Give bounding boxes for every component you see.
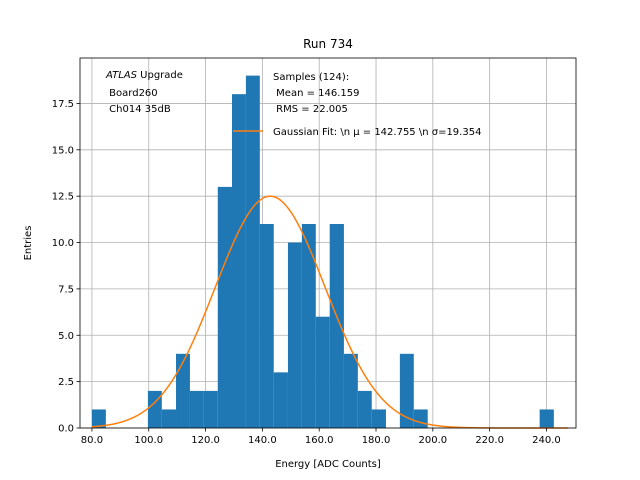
histogram-bar: [287, 242, 302, 428]
histogram-bar: [301, 223, 316, 428]
chart-title: Run 734: [303, 37, 353, 51]
legend-samples-label: Samples (124): Mean = 146.159 RMS = 22.0…: [273, 72, 360, 115]
annotation-block: ATLAS Upgrade Board260 Ch014 35dB: [105, 70, 183, 115]
y-axis-ticks: 0.0 2.5 5.0 7.5 10.0 12.5 15.0 17.5: [52, 99, 80, 435]
y-tick-label: 12.5: [52, 192, 74, 203]
y-tick-label: 2.5: [58, 377, 74, 388]
x-tick-label: 200.0: [419, 435, 448, 446]
x-tick-label: 140.0: [248, 435, 277, 446]
histogram-bar: [343, 353, 358, 428]
x-axis-label: Energy [ADC Counts]: [275, 459, 381, 470]
legend-samples-line: Mean = 146.159: [273, 88, 360, 99]
x-tick-label: 220.0: [475, 435, 504, 446]
plot-frame: [79, 57, 577, 429]
legend-fit-label: Gaussian Fit: \n μ = 142.755 \n σ=19.354: [273, 127, 481, 138]
histogram-bar: [91, 409, 106, 428]
histogram-bar: [176, 353, 190, 428]
histogram-bar: [329, 223, 344, 428]
y-tick-label: 7.5: [58, 284, 74, 295]
y-axis-label: Entries: [23, 226, 34, 261]
y-tick-label: 10.0: [52, 238, 74, 249]
histogram-bar: [273, 372, 288, 428]
x-tick-label: 80.0: [81, 435, 103, 446]
legend-samples-line: Samples (124):: [273, 72, 349, 83]
histogram-bars: [91, 75, 554, 429]
legend: Samples (124): Mean = 146.159 RMS = 22.0…: [233, 72, 481, 138]
histogram-bar: [189, 390, 204, 428]
histogram-bar: [539, 409, 554, 428]
histogram-bar: [357, 390, 372, 428]
x-axis-ticks: 80.0 100.0 120.0 140.0 160.0 180.0 200.0 220.0 2…: [81, 428, 561, 446]
histogram-bar: [147, 390, 162, 428]
histogram-bar: [161, 409, 177, 428]
histogram-bar: [399, 353, 414, 428]
histogram-bar: [413, 409, 428, 428]
x-tick-label: 120.0: [191, 435, 220, 446]
histogram-bar: [231, 94, 246, 429]
histogram-bar: [203, 390, 218, 428]
x-tick-label: 240.0: [532, 435, 561, 446]
x-tick-label: 180.0: [362, 435, 391, 446]
y-tick-label: 15.0: [52, 145, 74, 156]
histogram-bar: [315, 316, 330, 428]
x-tick-label: 100.0: [134, 435, 163, 446]
x-tick-label: 160.0: [305, 435, 334, 446]
y-tick-label: 0.0: [58, 424, 74, 435]
annotation-line-1: ATLAS Upgrade: [105, 70, 183, 81]
annotation-line-2: Board260: [106, 88, 158, 99]
annotation-line-3: Ch014 35dB: [106, 104, 171, 115]
histogram-bar: [371, 409, 386, 428]
histogram-bar: [245, 75, 260, 428]
histogram-bar: [217, 186, 232, 428]
legend-samples-line: RMS = 22.005: [273, 104, 348, 115]
y-tick-label: 5.0: [58, 331, 74, 342]
y-tick-label: 17.5: [52, 99, 74, 110]
histogram-bar: [259, 223, 274, 428]
